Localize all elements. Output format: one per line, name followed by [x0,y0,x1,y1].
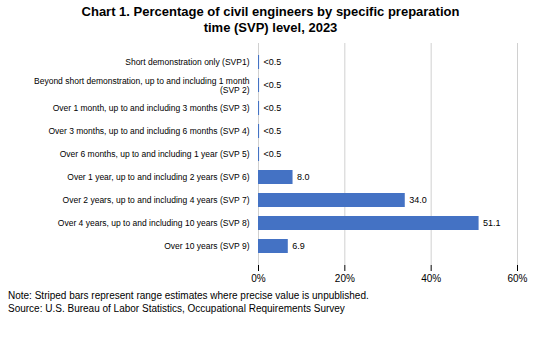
svg-text:40%: 40% [421,273,441,284]
svg-text:51.1: 51.1 [483,219,501,229]
svg-text:Over 3 months, up to and inclu: Over 3 months, up to and including 6 mon… [48,127,249,137]
svg-text:<0.5: <0.5 [264,58,282,68]
html-text:Chart 1. Percentage of civil e: Chart 1. Percentage of civil engineers b… [81,4,460,35]
svg-text:34.0: 34.0 [409,196,427,206]
svg-text:60%: 60% [507,273,527,284]
svg-text:Over 2 years, up to and includ: Over 2 years, up to and including 4 year… [63,196,250,206]
svg-text:Over 1 month, up to and includ: Over 1 month, up to and including 3 mont… [53,104,250,114]
svg-text:<0.5: <0.5 [264,104,282,114]
html-text:Source: U.S. Bureau of Labor S: Source: U.S. Bureau of Labor Statistics,… [8,303,345,315]
svg-text:8.0: 8.0 [297,173,310,183]
svg-text:Over 1 year, up to and includi: Over 1 year, up to and including 2 years… [67,173,249,183]
svg-text:6.9: 6.9 [292,242,305,252]
svg-text:Over 10 years (SVP 9): Over 10 years (SVP 9) [164,242,250,252]
svg-text:Beyond short demonstration, up: Beyond short demonstration, up to and in… [34,76,250,95]
svg-text:Short demonstration only (SVP1: Short demonstration only (SVP1) [125,58,249,68]
svg-text:0%: 0% [251,273,266,284]
svg-text:<0.5: <0.5 [264,150,282,160]
svg-text:Over 4 years, up to and includ: Over 4 years, up to and including 10 yea… [58,219,250,229]
svg-text:<0.5: <0.5 [264,81,282,91]
html-text:Note: Striped bars represent r: Note: Striped bars represent range estim… [8,290,369,302]
svg-text:20%: 20% [335,273,355,284]
svg-text:Over 6 months, up to and inclu: Over 6 months, up to and including 1 yea… [60,150,250,160]
svg-text:<0.5: <0.5 [264,127,282,137]
